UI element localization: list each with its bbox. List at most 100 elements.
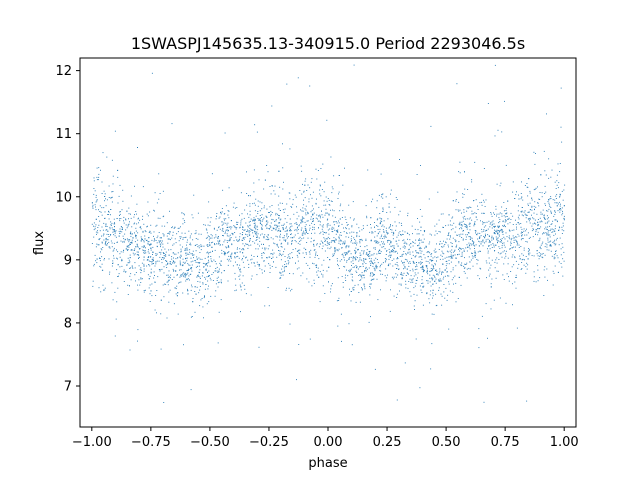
data-point [242, 240, 244, 241]
data-point [422, 267, 424, 269]
data-point [288, 263, 289, 265]
data-point [303, 191, 305, 193]
data-point [95, 201, 97, 203]
data-point [441, 304, 443, 306]
data-point [373, 240, 375, 242]
data-point [426, 293, 428, 295]
data-point [328, 204, 330, 205]
data-point [357, 268, 359, 270]
data-point [563, 251, 565, 253]
data-point [135, 236, 137, 237]
data-point [448, 259, 450, 261]
data-point [234, 226, 236, 228]
data-point [143, 265, 145, 267]
data-point [203, 266, 205, 268]
data-point [469, 268, 471, 270]
data-point [412, 270, 414, 272]
data-point [170, 239, 171, 241]
data-point [209, 225, 211, 227]
data-point [139, 226, 141, 228]
data-point [515, 277, 517, 278]
data-point [113, 257, 115, 259]
data-point [517, 210, 519, 212]
data-point [448, 281, 450, 283]
data-point [382, 197, 384, 199]
data-point [431, 313, 433, 315]
data-point [215, 268, 217, 269]
data-point [319, 233, 321, 235]
data-point [305, 232, 307, 233]
data-point [254, 230, 256, 232]
data-point [302, 221, 304, 223]
data-point [541, 213, 543, 215]
data-point [379, 252, 380, 254]
data-point [487, 250, 489, 252]
data-point [486, 229, 488, 231]
x-tick-label: 0.50 [432, 435, 461, 450]
data-point [242, 248, 244, 250]
data-point [162, 246, 164, 248]
data-point [539, 221, 541, 223]
data-point [220, 299, 222, 301]
data-point [264, 247, 265, 249]
data-point [272, 256, 274, 258]
data-point [493, 212, 494, 214]
data-point [385, 268, 387, 270]
data-point [327, 218, 329, 220]
data-point [557, 220, 558, 222]
data-point [321, 214, 323, 216]
data-point [282, 209, 284, 211]
data-point [396, 258, 398, 260]
data-point [334, 239, 336, 241]
data-point [387, 241, 389, 243]
data-point [520, 211, 522, 213]
data-point [480, 243, 482, 245]
data-point [370, 254, 372, 256]
data-point [485, 199, 487, 201]
data-point [153, 271, 155, 273]
data-point [283, 239, 285, 241]
data-point [166, 274, 168, 276]
data-point [428, 198, 430, 200]
data-point [369, 261, 371, 263]
data-point [139, 284, 141, 286]
data-point [287, 242, 289, 244]
data-point [505, 302, 507, 304]
data-point [402, 274, 404, 276]
data-point [275, 220, 277, 222]
data-point [186, 270, 188, 272]
data-point [541, 243, 543, 245]
data-point [547, 210, 549, 212]
data-point [103, 239, 105, 241]
data-point [105, 198, 106, 200]
data-point [536, 229, 538, 231]
data-point [407, 251, 409, 253]
data-point [524, 234, 526, 236]
data-point [105, 229, 107, 231]
data-point [549, 198, 551, 200]
data-point [480, 268, 482, 270]
data-point [495, 259, 497, 261]
data-point [254, 204, 256, 206]
data-point [298, 237, 300, 239]
data-point [556, 174, 558, 176]
data-point [348, 245, 350, 247]
data-point [341, 254, 343, 256]
data-point [421, 250, 423, 252]
data-point [257, 213, 259, 214]
data-point [180, 248, 182, 250]
data-point [128, 239, 130, 240]
data-point [360, 266, 362, 267]
data-point [174, 261, 176, 263]
data-point [561, 226, 563, 228]
data-point [195, 238, 197, 239]
data-point [528, 254, 530, 256]
data-point [238, 267, 240, 269]
data-point [255, 248, 257, 250]
data-point [438, 289, 440, 291]
data-point [503, 236, 505, 238]
data-point [286, 237, 288, 239]
data-point [276, 244, 278, 246]
data-point [368, 267, 370, 269]
data-point [215, 283, 217, 285]
